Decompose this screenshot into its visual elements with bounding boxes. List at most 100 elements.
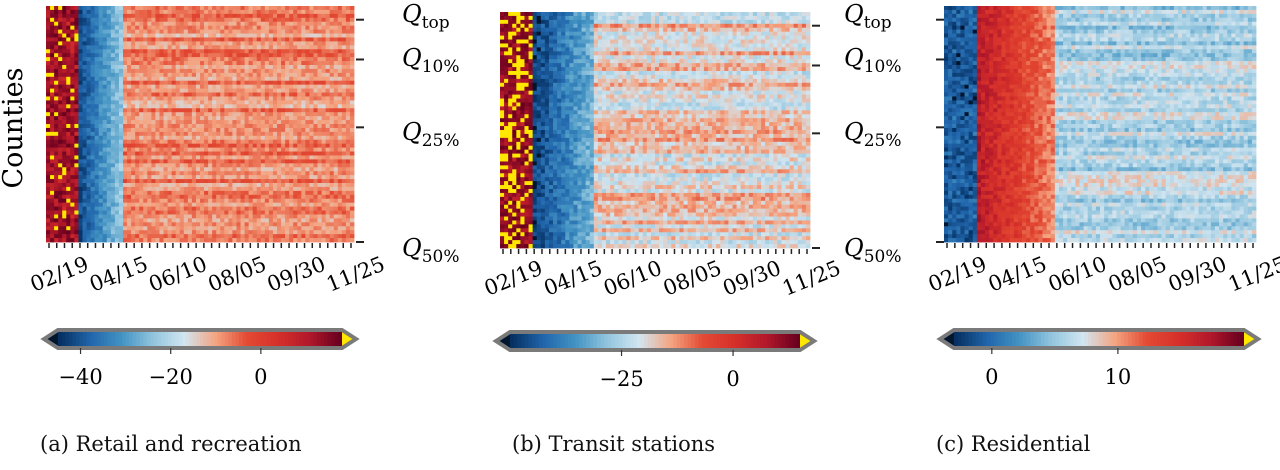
heat-cell [634, 12, 640, 17]
heat-cell [293, 155, 298, 160]
heat-cell [127, 61, 132, 66]
heat-cell [58, 163, 63, 168]
heat-cell [183, 151, 189, 156]
heat-cell [131, 116, 136, 121]
heat-cell [268, 33, 274, 38]
heat-cell [191, 171, 197, 176]
heat-cell [248, 76, 254, 82]
heat-cell [208, 234, 213, 239]
heat-cell [667, 19, 672, 25]
heat-cell [341, 194, 347, 200]
heat-cell [305, 194, 310, 200]
heat-cell [301, 65, 306, 70]
heat-cell [224, 194, 229, 200]
heat-cell [655, 12, 660, 17]
heat-cell [236, 124, 241, 129]
heat-cell [325, 57, 331, 62]
heat-cell [135, 194, 140, 200]
heat-cell [66, 96, 71, 101]
heat-cell [333, 175, 339, 180]
heat-cell [183, 49, 189, 54]
heat-cell [175, 202, 181, 207]
heat-cell [54, 29, 59, 34]
heat-cell [244, 218, 250, 223]
heat-cell [54, 230, 59, 235]
heat-cell [325, 25, 331, 30]
heat-cell [62, 190, 67, 196]
heat-cell [163, 167, 168, 172]
heat-cell [94, 190, 100, 196]
heat-cell [317, 171, 322, 176]
heat-cell [90, 210, 96, 215]
heat-cell [175, 53, 181, 58]
heat-cell [127, 135, 132, 141]
heat-cell [131, 41, 136, 46]
heat-cell [208, 96, 213, 101]
heat-cell [687, 15, 693, 21]
heat-cell [143, 25, 148, 30]
heat-cell [175, 104, 181, 109]
heat-cell [301, 33, 306, 38]
heat-cell [135, 108, 140, 113]
heat-cell [317, 6, 322, 11]
heat-cell [78, 230, 83, 235]
heat-cell [333, 37, 339, 42]
heat-cell [155, 230, 160, 235]
heat-cell [345, 179, 351, 184]
heat-cell [277, 194, 282, 200]
heat-cell [244, 88, 250, 93]
heat-cell [155, 17, 160, 23]
heat-cell [281, 61, 286, 66]
heat-cell [147, 37, 152, 42]
heat-cell [204, 9, 209, 15]
heat-cell [248, 120, 254, 125]
heat-cell [585, 27, 591, 33]
heat-cell [102, 6, 108, 11]
heat-cell [305, 179, 310, 184]
heat-cell [204, 179, 209, 184]
heat-cell [127, 108, 132, 113]
heat-cell [127, 190, 132, 196]
heat-cell [66, 238, 71, 243]
heat-cell [175, 25, 181, 30]
heat-cell [244, 131, 250, 137]
heat-cell [78, 163, 83, 168]
heat-cell [297, 143, 302, 148]
heat-cell [281, 112, 286, 117]
heat-cell [118, 210, 124, 215]
heat-cell [740, 19, 746, 25]
heat-cell [74, 206, 79, 211]
heat-cell [110, 139, 116, 145]
heat-cell [58, 80, 63, 86]
heat-cell [167, 127, 173, 133]
heat-cell [66, 76, 71, 82]
heat-cell [293, 112, 298, 117]
heat-cell [135, 17, 140, 23]
heat-cell [297, 186, 302, 192]
heat-cell [127, 218, 132, 223]
heat-cell [102, 230, 108, 235]
heat-cell [208, 33, 213, 38]
heat-cell [256, 230, 262, 235]
heat-cell [110, 186, 116, 192]
heat-cell [337, 175, 343, 180]
heat-cell [163, 6, 168, 11]
heat-cell [240, 202, 245, 207]
heat-cell [516, 23, 521, 29]
heat-cell [341, 6, 347, 11]
heat-cell [155, 120, 160, 125]
heat-cell [232, 163, 237, 168]
heat-cell [183, 155, 189, 160]
heat-cell [321, 92, 327, 97]
heat-cell [66, 218, 71, 223]
heat-cell [66, 202, 71, 207]
heat-cell [349, 17, 355, 23]
heat-cell [220, 143, 225, 148]
heat-cell [54, 65, 59, 70]
heat-cell [301, 175, 306, 180]
heat-cell [285, 80, 290, 86]
heat-cell [240, 179, 245, 184]
heat-cell [143, 108, 148, 113]
heat-cell [94, 13, 100, 19]
heat-cell [167, 175, 173, 180]
